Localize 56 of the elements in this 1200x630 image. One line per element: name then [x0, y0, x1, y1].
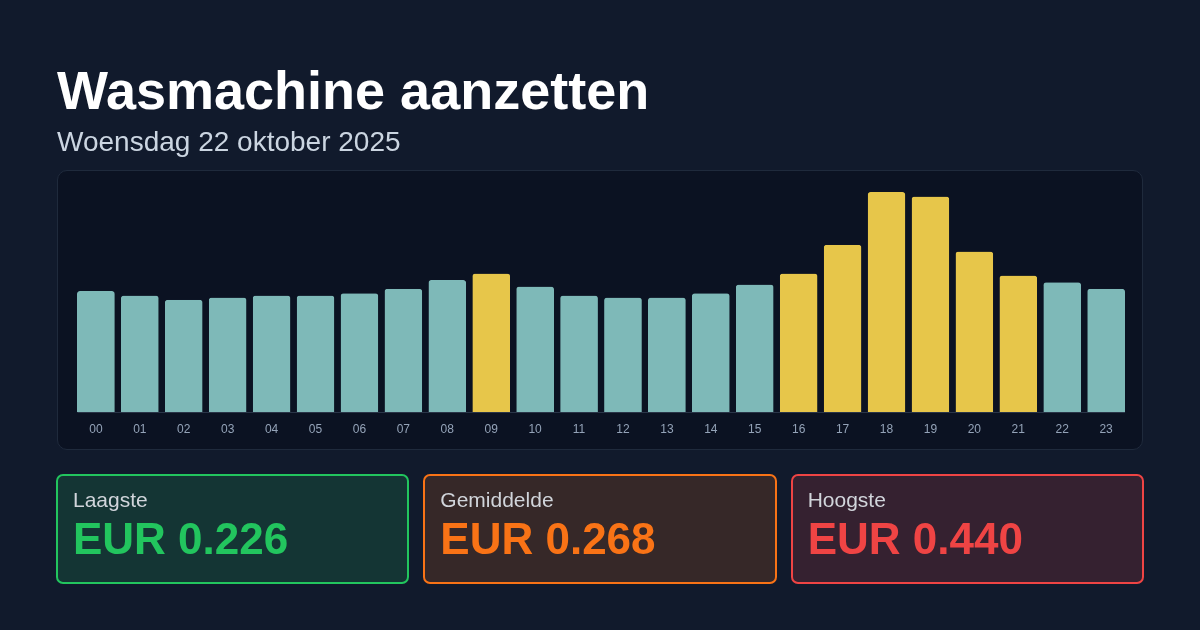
x-tick-label: 21 — [1011, 421, 1026, 436]
bar — [472, 273, 511, 412]
bar — [691, 293, 730, 412]
bar — [911, 196, 950, 412]
bar — [648, 297, 686, 412]
x-tick-label: 12 — [616, 421, 630, 436]
x-tick-label: 03 — [220, 421, 235, 436]
text: EUR 0.226 — [73, 514, 290, 564]
x-tick-label: 15 — [748, 421, 762, 436]
bar — [955, 251, 994, 412]
chart-subtitle: Woensdag 22 oktober 2025 — [57, 125, 401, 159]
x-tick-label: 23 — [1099, 421, 1114, 436]
bar — [604, 297, 642, 412]
x-tick-label: 04 — [264, 421, 279, 436]
x-tick-label: 06 — [352, 421, 367, 436]
bar — [999, 275, 1038, 412]
x-tick-label: 17 — [835, 421, 850, 436]
text: Hoogste — [807, 487, 887, 513]
x-tick-label: 22 — [1055, 421, 1070, 436]
chart-title: Wasmachine aanzetten — [57, 59, 650, 122]
bar — [1043, 282, 1082, 412]
bar — [164, 299, 203, 412]
bar — [208, 297, 247, 412]
x-tick-label: 16 — [791, 421, 806, 436]
bar — [823, 244, 862, 412]
bar — [516, 286, 554, 412]
x-tick-label: 09 — [484, 421, 499, 436]
x-tick-label: 07 — [396, 421, 411, 436]
text: Gemiddelde — [440, 487, 555, 513]
text: Laagste — [73, 487, 149, 513]
text: EUR 0.440 — [807, 514, 1024, 564]
x-tick-label: 13 — [660, 421, 674, 436]
bar — [77, 291, 115, 412]
bar — [340, 293, 379, 412]
x-tick-label: 02 — [177, 421, 191, 436]
text: EUR 0.268 — [440, 514, 657, 564]
bar — [1087, 288, 1125, 412]
x-tick-label: 14 — [704, 421, 718, 436]
bar — [867, 192, 906, 412]
bar — [735, 284, 774, 412]
x-tick-label: 18 — [879, 421, 894, 436]
bar — [560, 295, 598, 412]
bar — [428, 280, 467, 412]
x-tick-label: 10 — [528, 421, 543, 436]
x-tick-label: 20 — [967, 421, 982, 436]
x-tick-label: 00 — [89, 421, 103, 436]
x-tick-label: 19 — [923, 421, 938, 436]
x-tick-label: 08 — [440, 421, 455, 436]
bar — [384, 288, 423, 412]
bar — [296, 295, 335, 412]
bar — [779, 273, 818, 412]
x-tick-label: 01 — [133, 421, 147, 436]
bar — [252, 295, 291, 412]
bar — [120, 295, 159, 412]
x-tick-label: 11 — [572, 421, 586, 436]
x-tick-label: 05 — [308, 421, 323, 436]
